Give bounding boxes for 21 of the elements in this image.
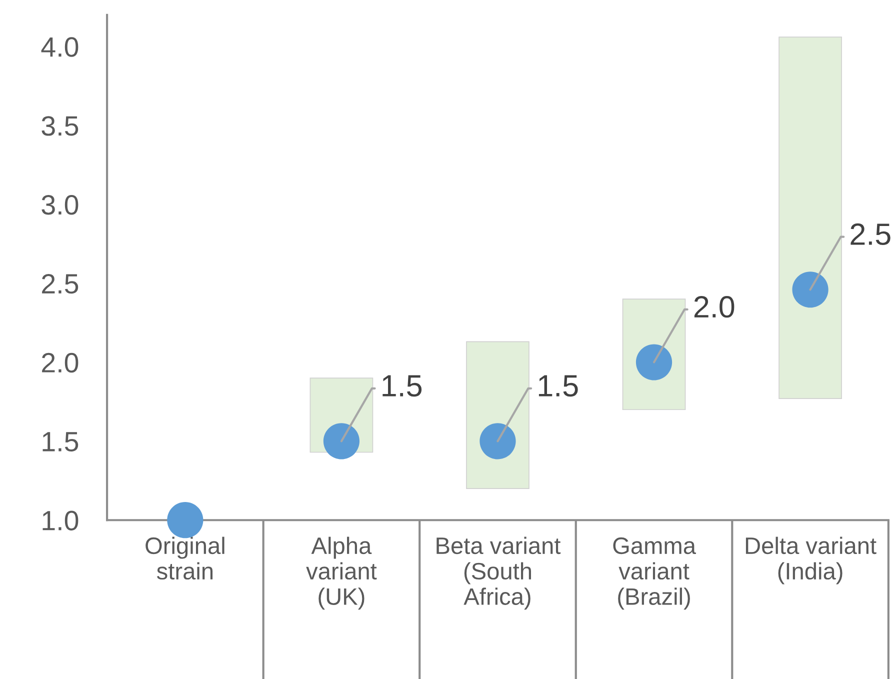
y-tick-label: 2.0 bbox=[42, 352, 78, 373]
x-tick-label: Gamma variant (Brazil) bbox=[613, 537, 696, 610]
y-tick-label: 1.0 bbox=[42, 510, 78, 530]
x-tick-label: Beta variant (South Africa) bbox=[436, 536, 561, 610]
point bbox=[480, 423, 516, 460]
y-tick-label: 2.5 bbox=[42, 274, 78, 294]
data-label: 1.5 bbox=[538, 375, 578, 397]
point bbox=[167, 502, 204, 538]
x-tick-label: Original strain bbox=[146, 536, 224, 580]
data-label: 1.5 bbox=[382, 375, 422, 397]
x-tick-label: Delta variant (India) bbox=[746, 536, 876, 584]
bar bbox=[778, 36, 842, 399]
y-tick-label: 4.0 bbox=[41, 37, 78, 57]
y-tick-label: 3.0 bbox=[42, 195, 78, 215]
y-tick-label: 1.5 bbox=[42, 432, 78, 452]
data-label: 2.5 bbox=[850, 223, 890, 246]
y-tick-label: 3.5 bbox=[42, 116, 78, 136]
point bbox=[323, 423, 360, 460]
data-label: 2.0 bbox=[694, 296, 734, 318]
point bbox=[792, 272, 828, 308]
x-tick-label: Alpha variant (UK) bbox=[306, 536, 377, 610]
